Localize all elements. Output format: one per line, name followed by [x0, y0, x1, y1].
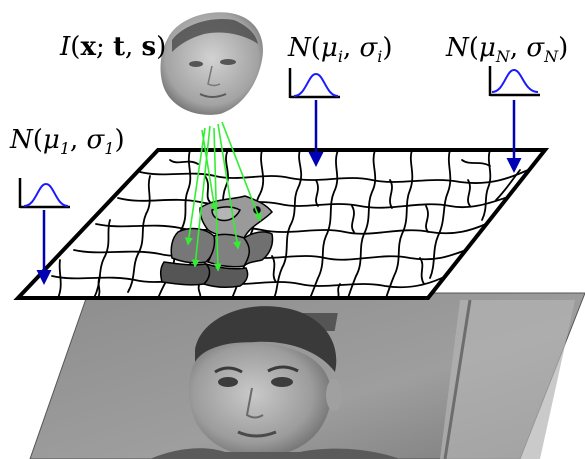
cell-boundaries: [51, 149, 529, 299]
projection-arrow-1: [184, 127, 206, 246]
distribution-label-1: N(μ1, σ1): [9, 125, 125, 158]
face-template-image: [160, 12, 263, 115]
projection-arrows: [184, 121, 262, 272]
projection-arrow-3: [213, 127, 222, 272]
segmentation-plane: [13, 148, 550, 300]
gaussian-curve-icon: [488, 66, 540, 97]
projection-arrow-5: [221, 121, 262, 222]
projection-arrow-6: [201, 129, 218, 212]
projection-arrow-2: [191, 125, 211, 268]
template-label-i: I: [59, 32, 71, 62]
distribution-label-i: N(μi, σi): [287, 33, 393, 66]
distribution-label-n: N(μN, σN): [445, 33, 568, 66]
gaussian-curve-icon: [18, 178, 70, 209]
face-photograph: [29, 292, 585, 459]
gaussian-curve-icon: [288, 68, 340, 99]
template-region: [159, 195, 274, 289]
template-label: I(x; t, s): [59, 32, 166, 62]
projection-arrow-4: [217, 123, 241, 250]
